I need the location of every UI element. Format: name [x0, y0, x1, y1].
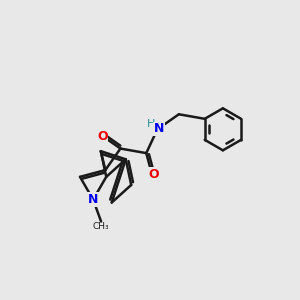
Text: N: N	[154, 122, 164, 135]
Text: CH₃: CH₃	[93, 222, 110, 231]
Text: N: N	[88, 193, 98, 206]
Text: H: H	[147, 119, 155, 129]
Text: O: O	[97, 130, 108, 142]
Text: O: O	[148, 168, 159, 181]
